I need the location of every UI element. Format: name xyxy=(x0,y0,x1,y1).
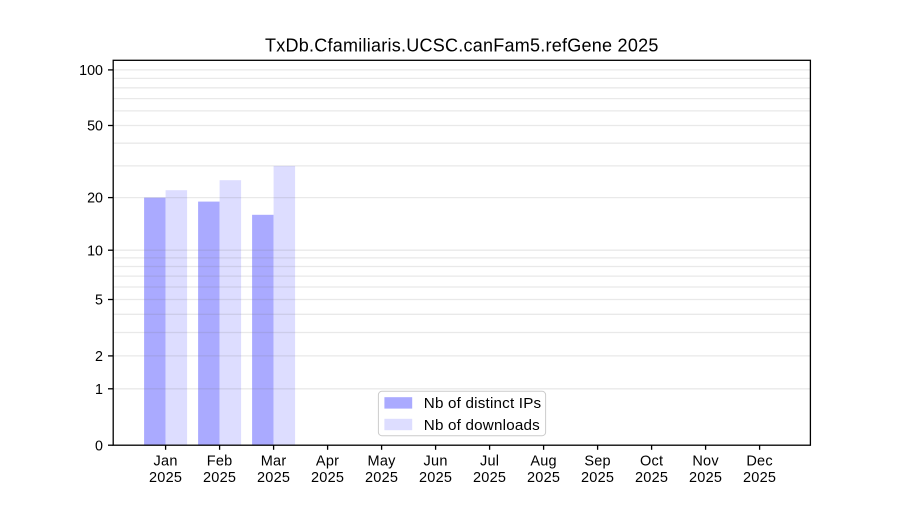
svg-text:Mar: Mar xyxy=(261,454,287,470)
svg-text:1: 1 xyxy=(95,382,103,398)
svg-text:2025: 2025 xyxy=(149,470,182,486)
svg-text:2025: 2025 xyxy=(365,470,398,486)
svg-text:Nov: Nov xyxy=(692,454,719,470)
svg-text:2025: 2025 xyxy=(257,470,290,486)
svg-text:50: 50 xyxy=(87,119,103,135)
svg-text:Aug: Aug xyxy=(530,454,557,470)
svg-text:Jun: Jun xyxy=(424,454,448,470)
svg-text:2025: 2025 xyxy=(743,470,776,486)
svg-text:Jan: Jan xyxy=(154,454,178,470)
svg-text:20: 20 xyxy=(87,191,103,207)
svg-text:2025: 2025 xyxy=(311,470,344,486)
svg-text:5: 5 xyxy=(95,293,103,309)
svg-text:2025: 2025 xyxy=(203,470,236,486)
svg-text:0: 0 xyxy=(95,438,103,454)
svg-text:May: May xyxy=(368,454,397,470)
svg-text:2: 2 xyxy=(95,349,103,365)
svg-text:Apr: Apr xyxy=(316,454,339,470)
svg-text:2025: 2025 xyxy=(473,470,506,486)
svg-text:2025: 2025 xyxy=(635,470,668,486)
svg-text:Dec: Dec xyxy=(746,454,773,470)
svg-text:Nb of downloads: Nb of downloads xyxy=(424,417,540,434)
svg-text:100: 100 xyxy=(79,63,103,79)
svg-text:Sep: Sep xyxy=(584,454,611,470)
svg-text:2025: 2025 xyxy=(419,470,452,486)
svg-text:Jul: Jul xyxy=(480,454,499,470)
svg-text:10: 10 xyxy=(87,243,103,259)
svg-text:Oct: Oct xyxy=(640,454,663,470)
svg-text:Nb of distinct IPs: Nb of distinct IPs xyxy=(424,395,542,412)
svg-text:TxDb.Cfamiliaris.UCSC.canFam5.: TxDb.Cfamiliaris.UCSC.canFam5.refGene 20… xyxy=(265,36,659,56)
svg-text:2025: 2025 xyxy=(689,470,722,486)
svg-text:2025: 2025 xyxy=(581,470,614,486)
svg-text:2025: 2025 xyxy=(527,470,560,486)
svg-text:Feb: Feb xyxy=(207,454,233,470)
